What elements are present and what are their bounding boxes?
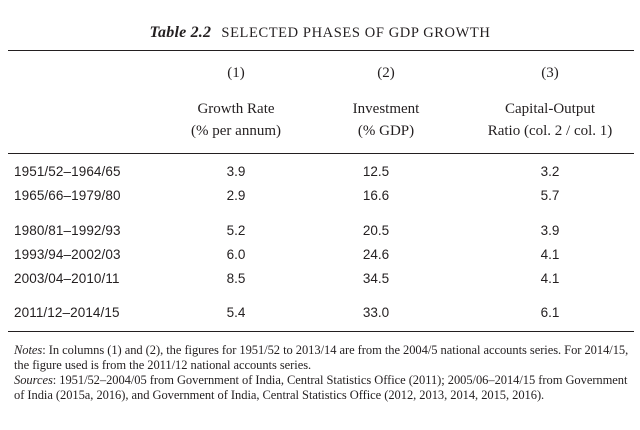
row2-ratio: 5.7 (540, 188, 560, 203)
bottom-rule (8, 331, 634, 332)
col3-label-line1: Capital-Output (505, 101, 595, 117)
row2-growth: 2.9 (226, 188, 246, 203)
col1-label-line2: (% per annum) (191, 123, 281, 139)
row4-investment: 24.6 (362, 247, 390, 262)
notes-paragraph: Notes: In columns (1) and (2), the figur… (14, 343, 629, 373)
row2-period: 1965/66–1979/80 (14, 188, 121, 203)
top-rule (8, 50, 634, 51)
col3-label-line2: Ratio (col. 2 / col. 1) (487, 123, 613, 139)
header-rule (8, 153, 634, 154)
sources-text: : 1951/52–2004/05 from Government of Ind… (14, 373, 628, 402)
col3-index: (3) (541, 65, 559, 81)
col2-index: (2) (377, 65, 395, 81)
row5-investment: 34.5 (362, 271, 390, 286)
table-caption: SELECTED PHASES OF GDP GROWTH (221, 25, 491, 41)
table-number: Table 2.2 (149, 24, 212, 41)
row1-growth: 3.9 (226, 164, 246, 179)
col3-header: (3) Capital-Output Ratio (col. 2 / col. … (460, 62, 640, 142)
row6-period: 2011/12–2014/15 (14, 305, 120, 320)
sources-paragraph: Sources: 1951/52–2004/05 from Government… (14, 373, 629, 403)
table-title: Table 2.2 SELECTED PHASES OF GDP GROWTH (0, 24, 640, 42)
row6-ratio: 6.1 (540, 305, 560, 320)
row3-period: 1980/81–1992/93 (14, 223, 121, 238)
row6-growth: 5.4 (226, 305, 246, 320)
row5-period: 2003/04–2010/11 (14, 271, 120, 286)
row3-investment: 20.5 (362, 223, 390, 238)
notes-text: : In columns (1) and (2), the figures fo… (14, 343, 629, 372)
row3-growth: 5.2 (226, 223, 246, 238)
row2-investment: 16.6 (362, 188, 390, 203)
row5-growth: 8.5 (226, 271, 246, 286)
sources-label: Sources (14, 373, 53, 387)
row3-ratio: 3.9 (540, 223, 560, 238)
notes-label: Notes (14, 343, 43, 357)
col2-header: (2) Investment (% GDP) (311, 62, 461, 142)
col1-index: (1) (227, 65, 245, 81)
row4-ratio: 4.1 (540, 247, 560, 262)
row5-ratio: 4.1 (540, 271, 560, 286)
row4-period: 1993/94–2002/03 (14, 247, 121, 262)
col2-label-line2: (% GDP) (357, 123, 415, 139)
row4-growth: 6.0 (226, 247, 246, 262)
row6-investment: 33.0 (362, 305, 390, 320)
row1-investment: 12.5 (362, 164, 390, 179)
col1-header: (1) Growth Rate (% per annum) (161, 62, 311, 142)
col1-label-line1: Growth Rate (197, 101, 275, 117)
table-notes: Notes: In columns (1) and (2), the figur… (14, 343, 629, 403)
row1-period: 1951/52–1964/65 (14, 164, 121, 179)
row1-ratio: 3.2 (540, 164, 560, 179)
col2-label-line1: Investment (352, 101, 420, 117)
